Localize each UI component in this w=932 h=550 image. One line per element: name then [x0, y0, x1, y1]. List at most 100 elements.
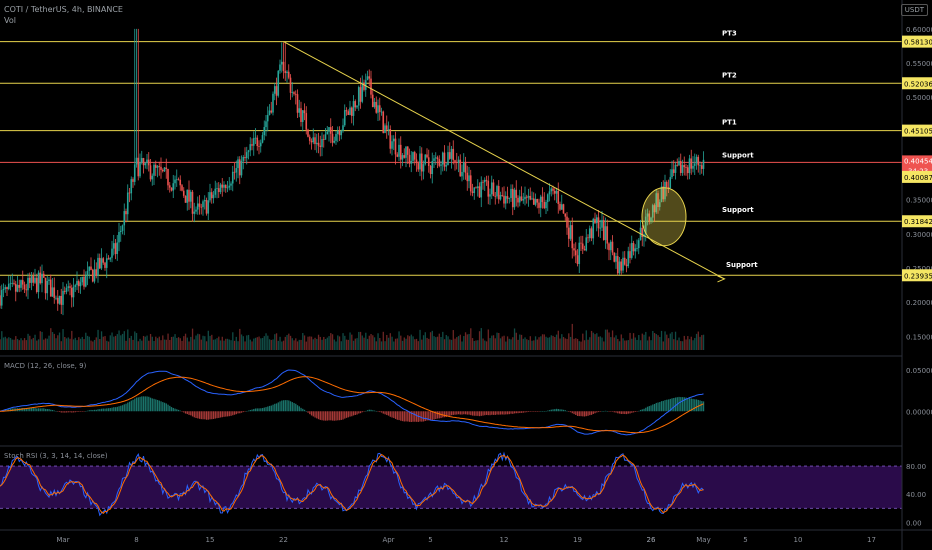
- candle-body: [233, 171, 236, 173]
- macd-histogram-bar: [478, 411, 481, 417]
- candle-body: [282, 61, 285, 71]
- candle-body: [205, 200, 208, 214]
- candle-body: [165, 167, 168, 169]
- volume-bar: [267, 335, 269, 350]
- candle-body: [690, 158, 693, 169]
- signal-line: [0, 376, 704, 434]
- candle-body: [662, 186, 665, 200]
- candle-body: [377, 105, 379, 113]
- volume-bar: [641, 333, 643, 350]
- macd-histogram-bar: [389, 411, 391, 417]
- macd-histogram-bar: [267, 406, 269, 412]
- volume-bar: [459, 334, 461, 350]
- volume-bar: [678, 337, 680, 350]
- candle-body: [559, 203, 561, 210]
- stoch-panel[interactable]: Stoch RSI (3, 3, 14, 14, close): [0, 451, 902, 517]
- macd-histogram-bar: [209, 411, 211, 420]
- volume-bar: [363, 337, 365, 350]
- volume-bar: [492, 335, 495, 350]
- candle-body: [497, 186, 500, 200]
- volume-bar: [232, 332, 234, 350]
- candle-body: [9, 283, 12, 285]
- macd-histogram-bar: [135, 397, 138, 412]
- macd-histogram-bar: [188, 411, 190, 415]
- candle-body: [258, 146, 260, 147]
- macd-histogram-bar: [356, 411, 358, 415]
- volume-bar: [566, 338, 568, 350]
- candle-body: [315, 142, 318, 145]
- macd-histogram-bar: [211, 411, 213, 420]
- candle-body: [160, 166, 162, 170]
- macd-histogram-bar: [454, 411, 456, 415]
- candle-body: [270, 110, 273, 113]
- candle-body: [272, 93, 274, 113]
- macd-histogram-bar: [667, 399, 670, 412]
- candle-body: [664, 181, 666, 200]
- volume-bar: [34, 334, 36, 350]
- volume-bar: [163, 339, 166, 350]
- macd-histogram-bar: [64, 411, 66, 413]
- candle-body: [254, 137, 257, 139]
- volume-bar: [382, 331, 384, 350]
- volume-bar: [41, 331, 43, 350]
- macd-tick-label: 0.00000: [906, 408, 932, 416]
- candle-body: [387, 129, 390, 130]
- volume-bar: [193, 339, 195, 350]
- volume-bar: [695, 333, 698, 350]
- volume-bar: [601, 337, 603, 350]
- candle-body: [629, 251, 631, 258]
- volume-bar: [90, 340, 92, 350]
- volume-bar: [202, 335, 204, 350]
- candle-body: [609, 241, 612, 251]
- candle-body: [88, 266, 91, 271]
- volume-bar: [331, 334, 334, 350]
- volume-bar: [636, 339, 638, 350]
- trendline: [283, 41, 725, 280]
- candle-body: [636, 248, 638, 249]
- volume-bar: [634, 337, 636, 350]
- volume-bar: [659, 336, 661, 350]
- candle-body: [251, 144, 253, 146]
- volume-bar: [284, 336, 286, 350]
- candle-body: [69, 286, 71, 288]
- candle-body: [473, 187, 476, 194]
- macd-panel[interactable]: MACD (12, 26, close, 9): [0, 362, 705, 436]
- volume-bar: [9, 338, 12, 350]
- volume-bar: [541, 334, 544, 350]
- currency-badge[interactable]: USDT: [900, 4, 928, 16]
- macd-histogram-bar: [92, 410, 94, 412]
- volume-bar: [657, 335, 659, 350]
- time-tick-label: 26: [647, 536, 656, 544]
- macd-histogram-bar: [240, 411, 243, 413]
- volume-bar: [431, 330, 433, 350]
- price-panel[interactable]: PT3 PT2 PT1 Support Support Support: [0, 28, 902, 350]
- symbol-title[interactable]: COTI / TetherUS, 4h, BINANCE: [4, 5, 123, 14]
- candle-body: [625, 264, 628, 267]
- candle-body: [602, 220, 605, 241]
- volume-bar: [454, 338, 456, 350]
- volume-bar: [93, 339, 96, 350]
- candle-body: [590, 228, 593, 239]
- macd-histogram-bar: [184, 411, 187, 414]
- volume-bar: [352, 340, 355, 350]
- macd-histogram-bar: [450, 411, 453, 416]
- volume-bar: [191, 328, 194, 350]
- volume-bar: [702, 334, 705, 350]
- candle-body: [2, 288, 5, 291]
- volume-bar: [102, 336, 104, 350]
- macd-histogram-bar: [527, 411, 530, 412]
- candle-body: [475, 187, 477, 189]
- macd-histogram-bar: [85, 411, 87, 412]
- volume-bar: [16, 339, 19, 350]
- volume-bar: [401, 340, 404, 350]
- macd-histogram-bar: [683, 397, 685, 412]
- macd-histogram-bar: [436, 411, 439, 419]
- volume-bar: [471, 338, 474, 350]
- macd-histogram-bar: [109, 408, 111, 412]
- macd-histogram-bar: [130, 400, 132, 412]
- candle-body: [74, 285, 77, 287]
- volume-bar: [534, 336, 537, 350]
- macd-histogram-bar: [522, 411, 524, 413]
- volume-bar: [400, 335, 402, 350]
